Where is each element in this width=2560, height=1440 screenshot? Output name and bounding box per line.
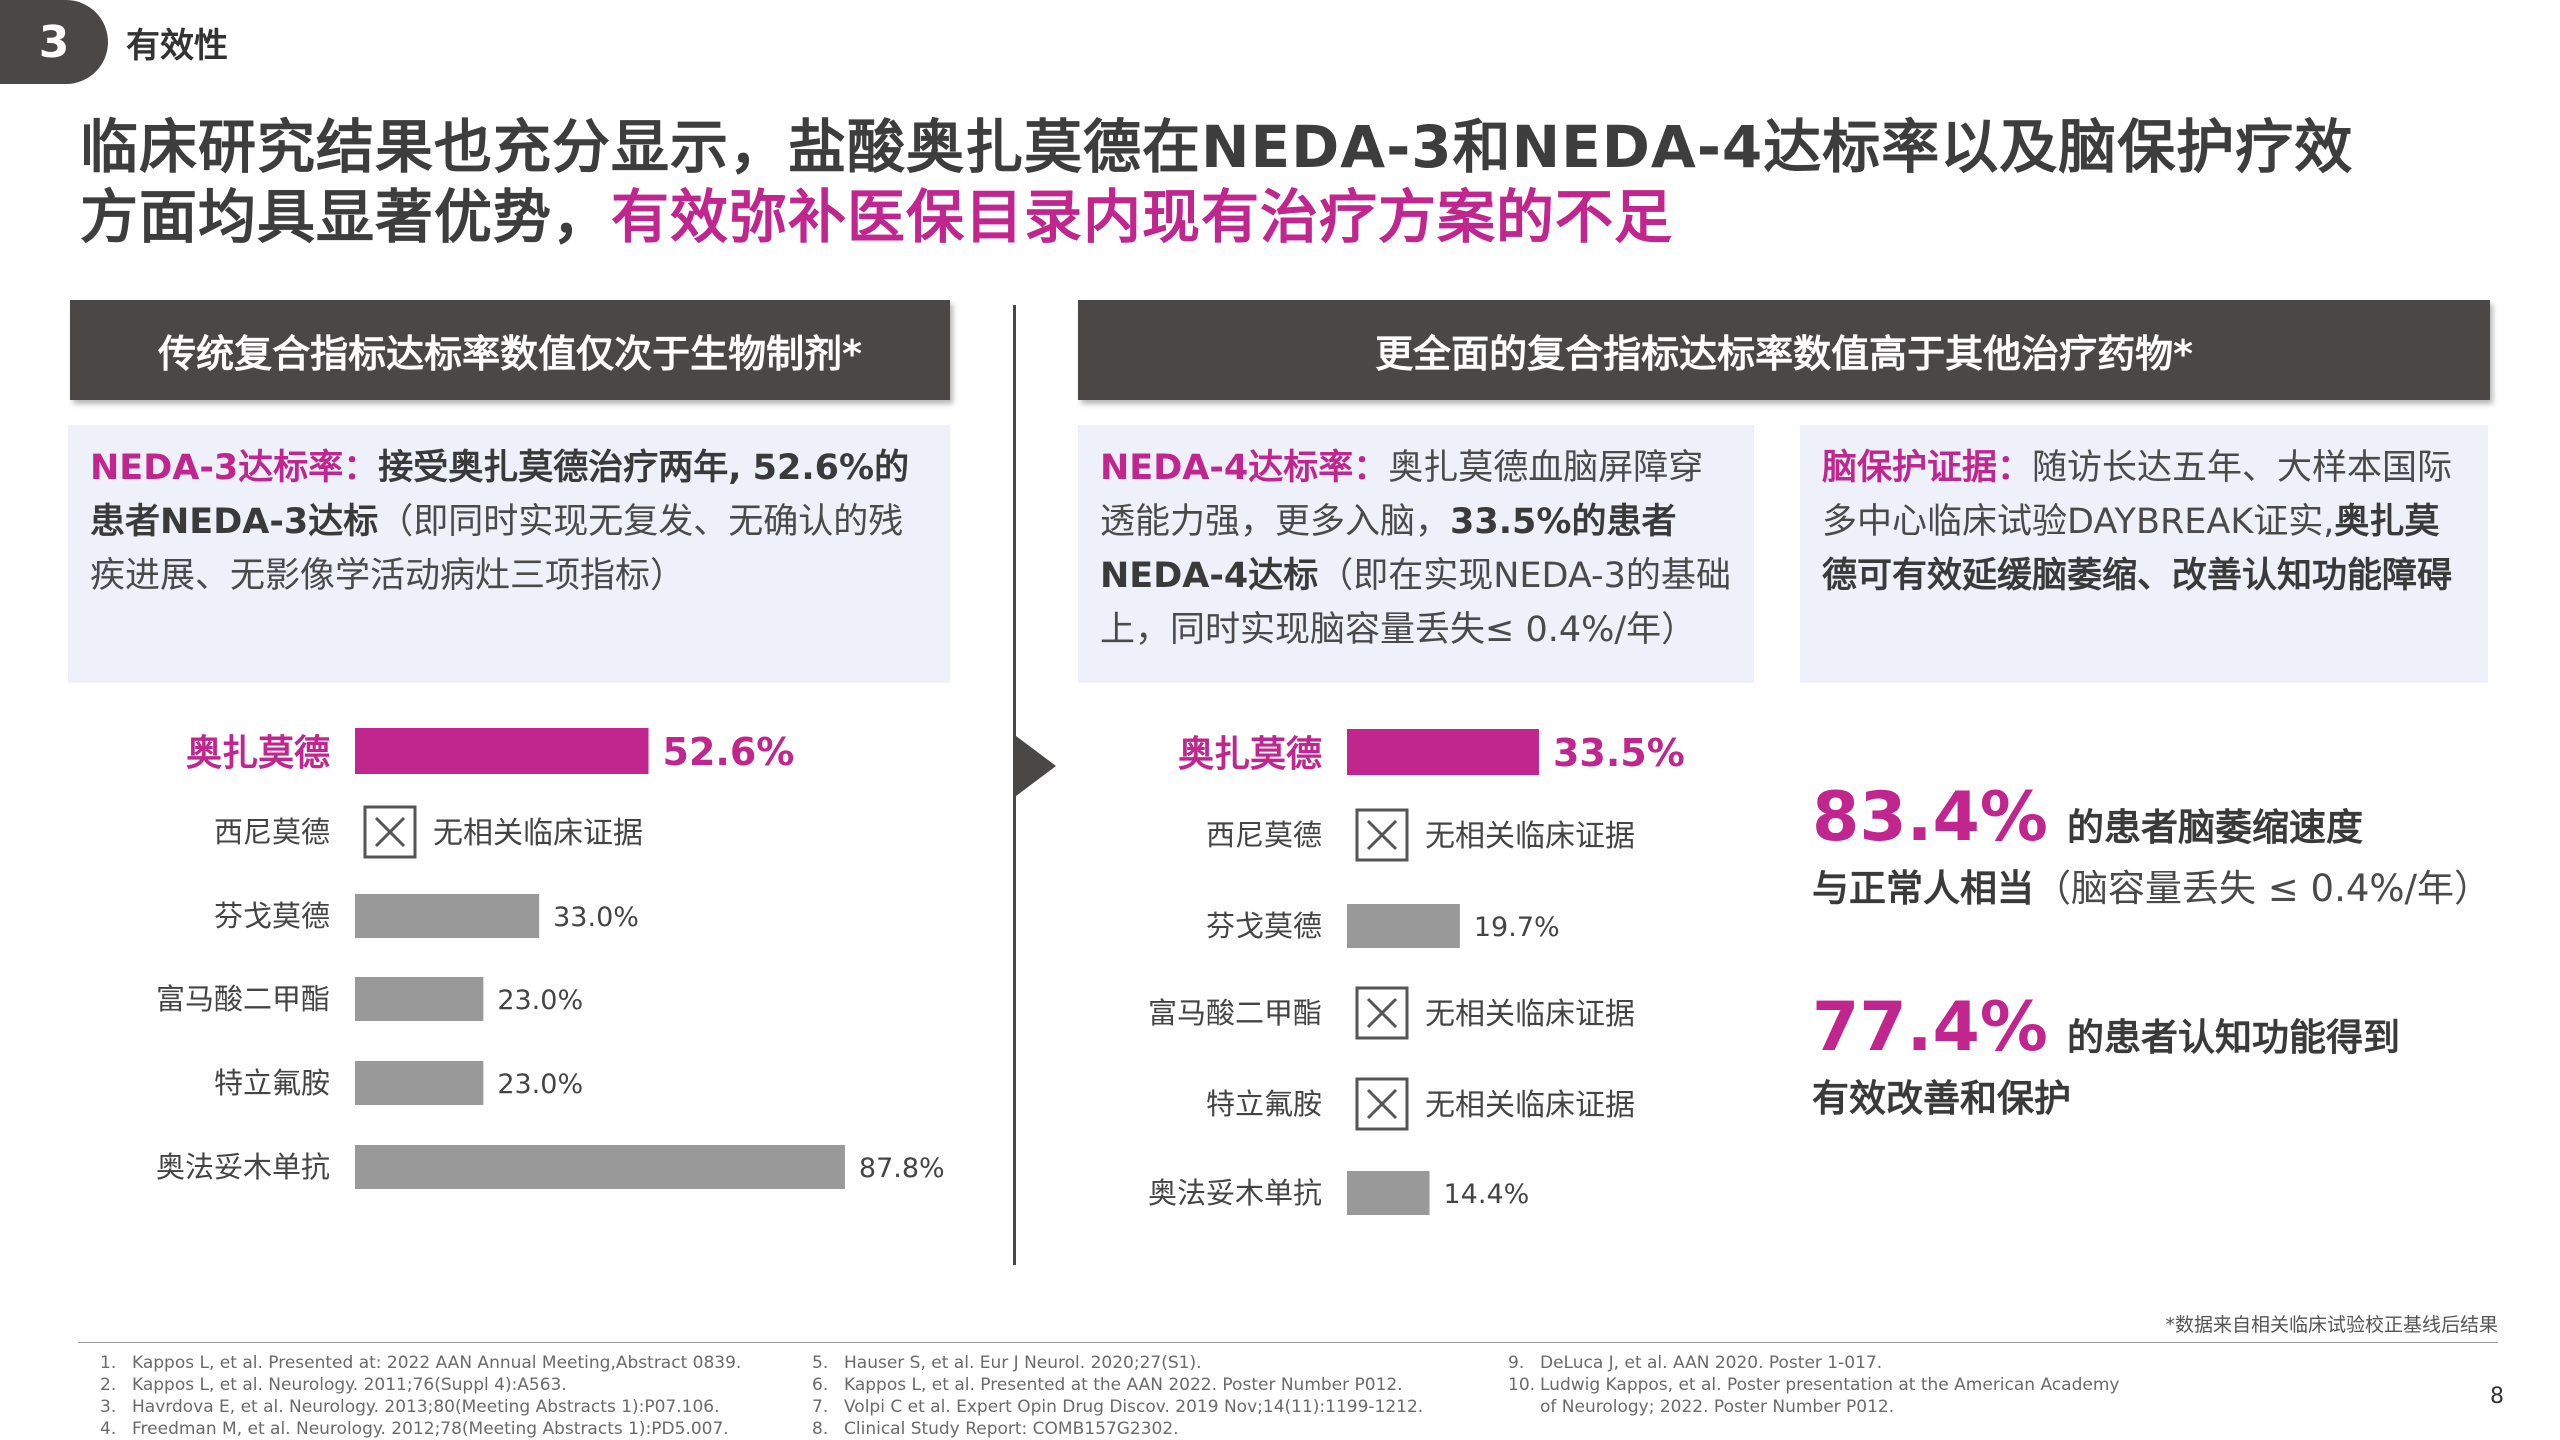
value-label: 33.0%	[553, 902, 639, 933]
bar	[355, 1145, 845, 1189]
neda4-text-1: 奥扎莫德血脑屏障穿透能力强，更多入脑，	[1100, 448, 1704, 542]
category-label: 奥扎莫德	[1178, 734, 1322, 775]
page-number: 8	[2490, 1384, 2504, 1409]
brain-protection-keyword: 脑保护证据：	[1822, 448, 2033, 488]
bar	[1347, 729, 1539, 775]
no-data-cross-icon	[1366, 819, 1398, 851]
category-label: 西尼莫德	[214, 815, 330, 849]
category-label: 奥法妥木单抗	[1148, 1176, 1322, 1210]
neda4-text-2: 33.5%的患者NEDA-4达标	[1100, 502, 1677, 596]
value-label: 33.5%	[1553, 731, 1685, 775]
reference-item: 4. Freedman M, et al. Neurology. 2012;78(…	[100, 1419, 729, 1439]
headline-plain: 方面均具显著优势，	[80, 183, 612, 251]
stat-cognition-line-2: 有效改善和保护	[1812, 1068, 2071, 1122]
neda4-text-3: （即在实现NEDA-3的基础上，同时实现脑容量丢失≤ 0.4%/年）	[1100, 556, 1731, 650]
category-label: 奥法妥木单抗	[156, 1150, 330, 1184]
neda4-info-box: NEDA-4达标率：奥扎莫德血脑屏障穿透能力强，更多入脑，33.5%的患者NED…	[1078, 425, 1754, 683]
value-label: 19.7%	[1474, 912, 1560, 943]
brain-protection-text-2: 奥扎莫德可有效延缓脑萎缩、改善认知功能障碍	[1822, 502, 2453, 596]
category-label: 富马酸二甲酯	[156, 982, 330, 1016]
category-label: 芬戈莫德	[214, 899, 330, 933]
category-label: 芬戈莫德	[1206, 909, 1322, 943]
stat-brain-atrophy-text-1: 的患者脑萎缩速度	[2067, 806, 2364, 849]
stat-brain-atrophy-text-2: 与正常人相当	[1812, 867, 2034, 910]
neda4-keyword: NEDA-4达标率：	[1100, 448, 1389, 488]
neda3-keyword: NEDA-3达标率：	[90, 448, 379, 488]
no-data-label: 无相关临床证据	[1425, 819, 1635, 854]
left-banner: 传统复合指标达标率数值仅次于生物制剂*	[70, 300, 950, 400]
bar	[1347, 904, 1460, 948]
value-label: 23.0%	[497, 1069, 583, 1100]
neda3-text-2: 52.6%的患者NEDA-3达标	[90, 448, 910, 542]
stat-brain-atrophy-value: 83.4%	[1812, 778, 2048, 857]
reference-item: 1. Kappos L, et al. Presented at: 2022 AA…	[100, 1353, 742, 1373]
reference-item: 7. Volpi C et al. Expert Opin Drug Discov…	[812, 1397, 1424, 1417]
value-label: 87.8%	[859, 1153, 945, 1184]
stat-brain-atrophy: 83.4% 的患者脑萎缩速度	[1812, 778, 2363, 857]
no-data-label: 无相关临床证据	[1425, 997, 1635, 1032]
no-data-label: 无相关临床证据	[1425, 1088, 1635, 1123]
footnote: *数据来自相关临床试验校正基线后结果	[2165, 1314, 2498, 1336]
headline-line-2: 方面均具显著优势，有效弥补医保目录内现有治疗方案的不足	[80, 170, 1673, 254]
reference-item: 6. Kappos L, et al. Presented at the AAN …	[812, 1375, 1403, 1395]
neda3-text-3: （即同时实现无复发、无确认的残疾进展、无影像学活动病灶三项指标）	[90, 502, 904, 596]
stat-cognition-text-2: 有效改善和保护	[1812, 1077, 2071, 1120]
category-label: 特立氟胺	[214, 1066, 330, 1100]
references-col-3: 9. DeLuca J, et al. AAN 2020. Poster 1-01…	[1508, 1352, 2119, 1418]
no-data-cross-icon	[374, 816, 406, 848]
category-label: 特立氟胺	[1206, 1087, 1322, 1121]
value-label: 52.6%	[663, 730, 795, 774]
no-data-cross-icon	[1366, 1088, 1398, 1120]
reference-item: 10. Ludwig Kappos, et al. Poster presenta…	[1508, 1375, 2120, 1395]
no-data-label: 无相关临床证据	[433, 816, 643, 851]
stat-brain-atrophy-line-2: 与正常人相当（脑容量丢失 ≤ 0.4%/年）	[1812, 858, 2491, 912]
right-banner: 更全面的复合指标达标率数值高于其他治疗药物*	[1078, 300, 2490, 400]
reference-item: 5. Hauser S, et al. Eur J Neurol. 2020;27…	[812, 1353, 1202, 1373]
neda3-info-box: NEDA-3达标率：接受奥扎莫德治疗两年, 52.6%的患者NEDA-3达标（即…	[68, 425, 950, 683]
bar	[355, 894, 540, 938]
neda3-text-1: 接受奥扎莫德治疗两年,	[378, 448, 742, 488]
section-number-badge: 3	[0, 0, 108, 84]
section-label: 有效性	[126, 26, 228, 66]
stat-cognition: 77.4% 的患者认知功能得到	[1812, 988, 2400, 1067]
reference-item: 8. Clinical Study Report: COMB157G2302.	[812, 1419, 1179, 1439]
bar	[355, 728, 649, 774]
references-col-2: 5. Hauser S, et al. Eur J Neurol. 2020;27…	[812, 1352, 1423, 1440]
reference-item: 9. DeLuca J, et al. AAN 2020. Poster 1-01…	[1508, 1353, 1883, 1373]
brain-protection-info-box: 脑保护证据：随访长达五年、大样本国际多中心临床试验DAYBREAK证实,奥扎莫德…	[1800, 425, 2488, 683]
stat-cognition-value: 77.4%	[1812, 988, 2048, 1067]
references-col-1: 1. Kappos L, et al. Presented at: 2022 AA…	[100, 1352, 741, 1440]
no-data-cross-icon	[1366, 997, 1398, 1029]
footer-rule	[78, 1342, 2498, 1343]
value-label: 23.0%	[497, 985, 583, 1016]
reference-item: 3. Havrdova E, et al. Neurology. 2013;80(…	[100, 1397, 720, 1417]
brain-protection-text-1: 随访长达五年、大样本国际多中心临床试验DAYBREAK证实,	[1822, 448, 2453, 542]
category-label: 西尼莫德	[1206, 818, 1322, 852]
bar	[1347, 1171, 1430, 1215]
stat-cognition-text-1: 的患者认知功能得到	[2067, 1016, 2401, 1059]
reference-item: of Neurology; 2022. Poster Number P012.	[1540, 1397, 1895, 1417]
reference-item: 2. Kappos L, et al. Neurology. 2011;76(Su…	[100, 1375, 567, 1395]
stat-brain-atrophy-text-3: （脑容量丢失 ≤ 0.4%/年）	[2034, 867, 2491, 910]
divider-arrow-icon	[1016, 736, 1056, 796]
column-divider	[1013, 305, 1016, 1265]
bar	[355, 1061, 484, 1105]
category-label: 富马酸二甲酯	[1148, 996, 1322, 1030]
category-label: 奥扎莫德	[186, 733, 330, 774]
headline-highlight: 有效弥补医保目录内现有治疗方案的不足	[611, 183, 1674, 251]
headline-line-1: 临床研究结果也充分显示，盐酸奥扎莫德在NEDA-3和NEDA-4达标率以及脑保护…	[80, 113, 2354, 181]
bar	[355, 977, 484, 1021]
value-label: 14.4%	[1444, 1179, 1530, 1210]
